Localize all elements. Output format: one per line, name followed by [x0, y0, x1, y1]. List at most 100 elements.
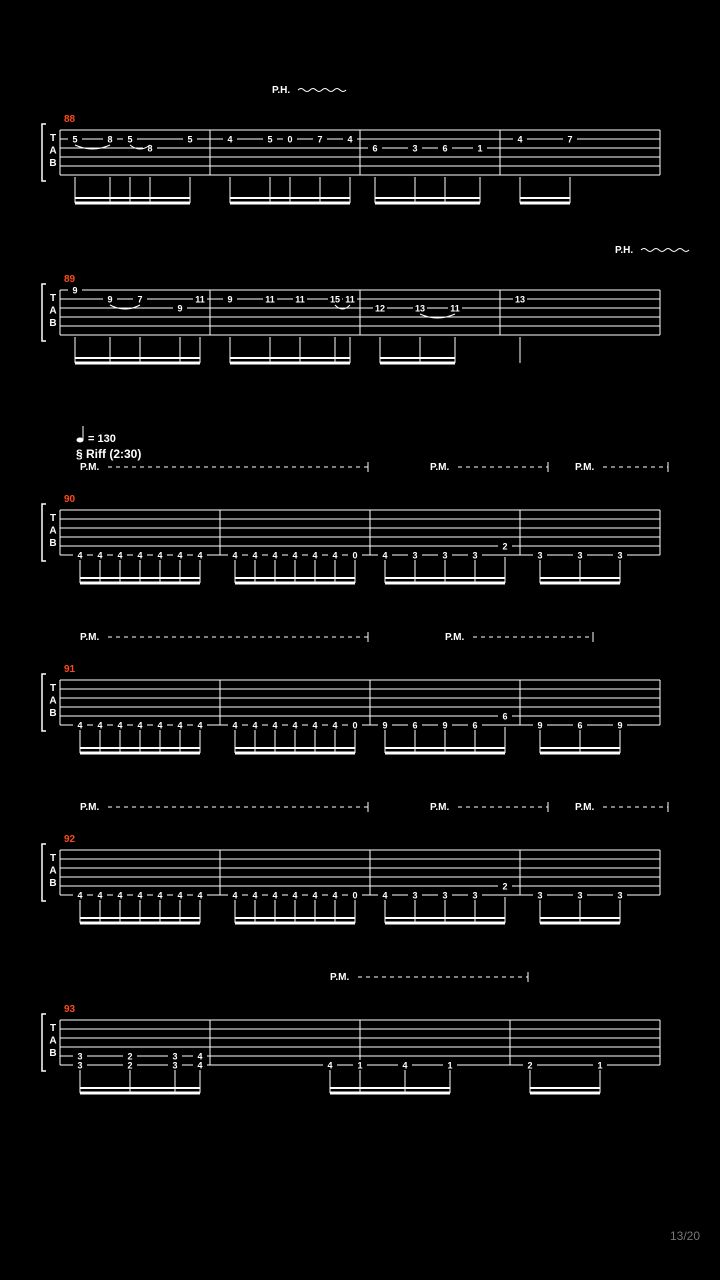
fret-number: 11 [295, 294, 305, 304]
tab-letter: B [49, 878, 56, 889]
fret-number: 6 [442, 143, 447, 153]
fret-number: 9 [617, 720, 622, 730]
fret-number: 4 [272, 890, 277, 900]
page-number: 13/20 [670, 1229, 700, 1243]
fret-number: 4 [312, 550, 317, 560]
fret-number: 4 [312, 890, 317, 900]
tempo-note-icon [77, 438, 84, 443]
fret-number: 4 [117, 550, 122, 560]
measure-number: 88 [64, 114, 76, 125]
tab-letter: B [49, 158, 56, 169]
fret-number: 2 [502, 881, 507, 891]
fret-number: 4 [157, 550, 162, 560]
fret-number: 3 [172, 1060, 177, 1070]
fret-number: 3 [442, 550, 447, 560]
tab-letter: A [49, 145, 56, 156]
tab-letter: A [49, 865, 56, 876]
fret-number: 4 [382, 890, 387, 900]
fret-number: 3 [577, 550, 582, 560]
fret-number: 3 [442, 890, 447, 900]
fret-number: 4 [137, 720, 142, 730]
fret-number: 4 [402, 1060, 407, 1070]
fret-number: 4 [77, 550, 82, 560]
fret-number: 4 [272, 720, 277, 730]
fret-number: 4 [252, 890, 257, 900]
fret-number: 3 [77, 1060, 82, 1070]
fret-number: 2 [527, 1060, 532, 1070]
palm-mute-label: P.M. [430, 802, 449, 813]
fret-number: 1 [597, 1060, 602, 1070]
fret-number: 4 [232, 550, 237, 560]
fret-number: 9 [227, 294, 232, 304]
fret-number: 4 [197, 1060, 202, 1070]
fret-number: 4 [252, 550, 257, 560]
tab-letter: B [49, 708, 56, 719]
tab-letter: A [49, 305, 56, 316]
tab-letter: B [49, 1048, 56, 1059]
fret-number: 4 [232, 720, 237, 730]
fret-number: 4 [382, 550, 387, 560]
fret-number: 9 [382, 720, 387, 730]
tab-letter: B [49, 538, 56, 549]
fret-number: 8 [107, 134, 112, 144]
fret-number: 4 [227, 134, 232, 144]
tab-letter: T [50, 683, 56, 694]
fret-number: 11 [195, 294, 205, 304]
measure-number: 92 [64, 834, 76, 845]
fret-number: 11 [450, 303, 460, 313]
fret-number: 4 [292, 890, 297, 900]
fret-number: 15 [330, 294, 340, 304]
fret-number: 6 [577, 720, 582, 730]
tab-letter: A [49, 1035, 56, 1046]
fret-number: 4 [332, 890, 337, 900]
fret-number: 0 [352, 720, 357, 730]
fret-number: 4 [157, 720, 162, 730]
tab-letter: T [50, 853, 56, 864]
fret-number: 2 [127, 1060, 132, 1070]
fret-number: 5 [127, 134, 132, 144]
fret-number: 3 [537, 550, 542, 560]
fret-number: 4 [117, 720, 122, 730]
fret-number: 13 [515, 294, 525, 304]
tab-letter: B [49, 318, 56, 329]
fret-number: 4 [97, 720, 102, 730]
fret-number: 9 [442, 720, 447, 730]
palm-mute-label: P.M. [430, 462, 449, 473]
fret-number: 4 [332, 550, 337, 560]
fret-number: 11 [345, 294, 355, 304]
fret-number: 8 [147, 143, 152, 153]
fret-number: 4 [117, 890, 122, 900]
fret-number: 4 [177, 720, 182, 730]
fret-number: 3 [472, 890, 477, 900]
palm-mute-label: P.M. [445, 632, 464, 643]
palm-mute-label: P.M. [330, 972, 349, 983]
fret-number: 0 [287, 134, 292, 144]
fret-number: 2 [502, 541, 507, 551]
tab-letter: A [49, 695, 56, 706]
fret-number: 4 [137, 550, 142, 560]
fret-number: 7 [317, 134, 322, 144]
fret-number: 4 [97, 550, 102, 560]
riff-label: § Riff (2:30) [76, 447, 141, 461]
fret-number: 6 [472, 720, 477, 730]
fret-number: 3 [472, 550, 477, 560]
fret-number: 4 [312, 720, 317, 730]
palm-mute-label: P.M. [80, 802, 99, 813]
tab-letter: T [50, 1023, 56, 1034]
fret-number: 7 [567, 134, 572, 144]
tab-letter: T [50, 513, 56, 524]
fret-number: 13 [415, 303, 425, 313]
fret-number: 0 [352, 890, 357, 900]
fret-number: 5 [72, 134, 77, 144]
tab-letter: T [50, 293, 56, 304]
fret-number: 12 [375, 303, 385, 313]
fret-number: 1 [477, 143, 482, 153]
fret-number: 6 [502, 711, 507, 721]
fret-number: 3 [537, 890, 542, 900]
palm-mute-label: P.M. [80, 632, 99, 643]
fret-number: 3 [412, 550, 417, 560]
fret-number: 9 [177, 303, 182, 313]
fret-number: 4 [77, 720, 82, 730]
fret-number: 4 [157, 890, 162, 900]
fret-number: 4 [327, 1060, 332, 1070]
